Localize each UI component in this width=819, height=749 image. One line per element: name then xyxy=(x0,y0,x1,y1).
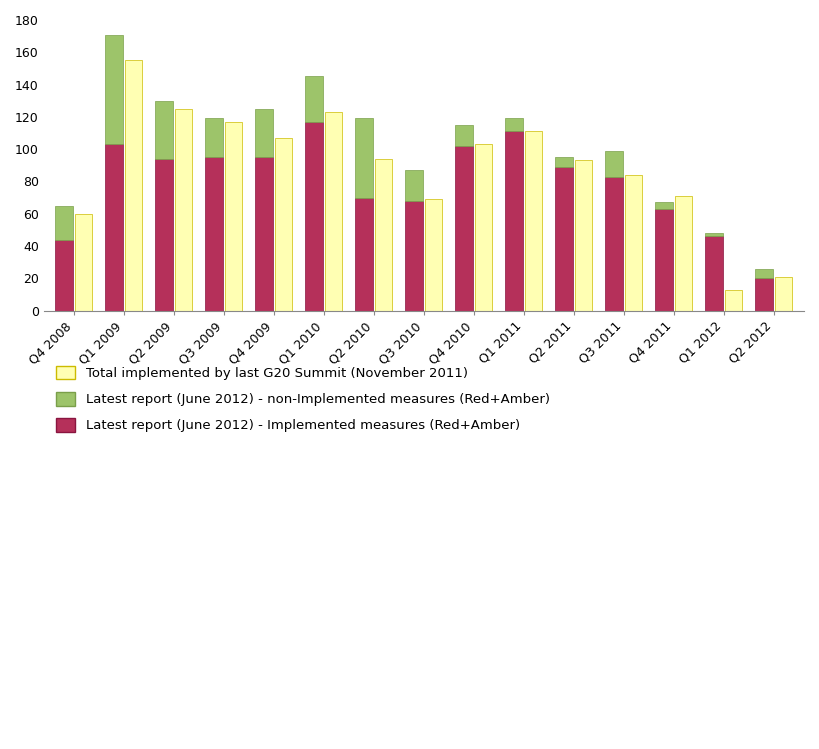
Bar xyxy=(625,175,642,311)
Bar xyxy=(75,213,93,311)
Bar xyxy=(275,138,292,311)
Bar xyxy=(705,236,723,311)
Bar xyxy=(505,131,523,311)
Bar xyxy=(355,118,373,198)
Bar xyxy=(174,109,192,311)
Bar xyxy=(525,131,542,311)
Bar xyxy=(256,157,273,311)
Bar xyxy=(755,269,773,278)
Bar xyxy=(575,160,592,311)
Bar xyxy=(375,159,392,311)
Bar xyxy=(55,206,73,240)
Bar xyxy=(455,125,473,146)
Bar xyxy=(305,76,323,121)
Bar xyxy=(405,170,423,201)
Bar xyxy=(425,199,442,311)
Bar xyxy=(725,290,743,311)
Bar xyxy=(755,278,773,311)
Bar xyxy=(256,109,273,157)
Bar xyxy=(156,159,173,311)
Bar xyxy=(106,145,123,311)
Bar xyxy=(605,151,623,177)
Bar xyxy=(55,240,73,311)
Bar xyxy=(206,157,223,311)
Bar xyxy=(325,112,342,311)
Bar xyxy=(156,100,173,159)
Bar xyxy=(505,118,523,131)
Bar xyxy=(455,146,473,311)
Bar xyxy=(705,233,723,236)
Bar xyxy=(124,61,143,311)
Bar xyxy=(555,157,573,167)
Bar xyxy=(655,209,673,311)
Legend: Total implemented by last G20 Summit (November 2011), Latest report (June 2012) : Total implemented by last G20 Summit (No… xyxy=(50,360,555,437)
Bar xyxy=(355,198,373,311)
Bar xyxy=(305,121,323,311)
Bar xyxy=(206,118,223,157)
Bar xyxy=(224,121,242,311)
Bar xyxy=(475,145,492,311)
Bar xyxy=(675,196,692,311)
Bar xyxy=(655,202,673,209)
Bar xyxy=(555,167,573,311)
Bar xyxy=(605,177,623,311)
Bar xyxy=(405,201,423,311)
Bar xyxy=(106,34,123,145)
Bar xyxy=(775,276,793,311)
